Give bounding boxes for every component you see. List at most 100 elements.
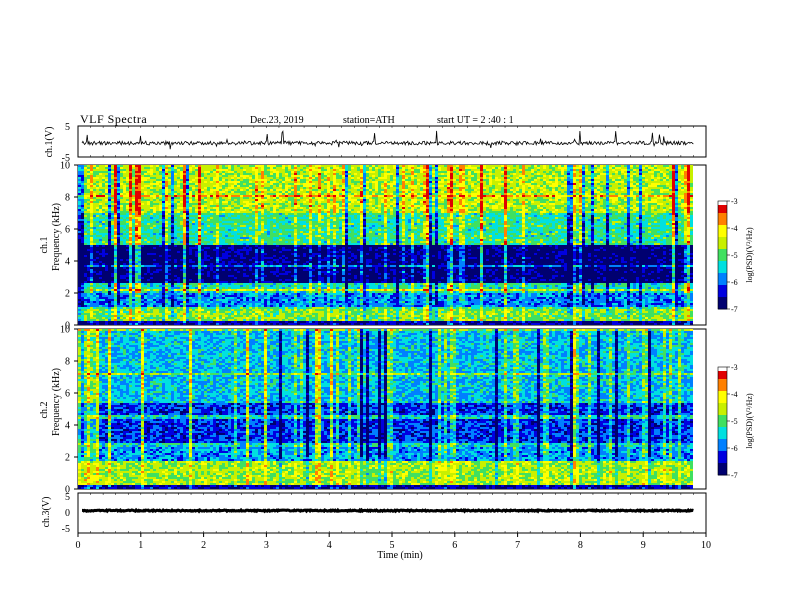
- spectrogram-cell: [363, 181, 366, 183]
- spectrogram-cell: [675, 171, 678, 173]
- spectrogram-cell: [102, 171, 105, 173]
- spectrogram-cell: [543, 167, 546, 169]
- spectrogram-cell: [270, 189, 273, 191]
- spectrogram-cell: [579, 175, 582, 177]
- spectrogram-cell: [108, 183, 111, 185]
- spectrogram-cell: [240, 165, 243, 167]
- spectrogram-cell: [504, 187, 507, 189]
- spectrogram-cell: [378, 175, 381, 177]
- spectrogram-cell: [690, 171, 693, 173]
- spectrogram-cell: [309, 189, 312, 191]
- spectrogram-cell: [213, 189, 216, 191]
- spectrogram-cell: [642, 175, 645, 177]
- spectrogram-cell: [447, 167, 450, 169]
- spectrogram-cell: [651, 187, 654, 189]
- spectrogram-cell: [669, 173, 672, 175]
- spectrogram-cell: [120, 183, 123, 185]
- spectrogram-cell: [243, 185, 246, 187]
- spectrogram-cell: [573, 189, 576, 191]
- spectrogram-cell: [516, 167, 519, 169]
- spectrogram-cell: [81, 171, 84, 173]
- spectrogram-cell: [234, 189, 237, 191]
- spectrogram-cell: [483, 171, 486, 173]
- spectrogram-cell: [471, 171, 474, 173]
- spectrogram-cell: [426, 175, 429, 177]
- spectrogram-cell: [264, 187, 267, 189]
- spectrogram-cell: [396, 171, 399, 173]
- spectrogram-cell: [441, 173, 444, 175]
- spectrogram-cell: [462, 183, 465, 185]
- spectrogram-cell: [102, 189, 105, 191]
- spectrogram-cell: [477, 189, 480, 191]
- spectrogram-cell: [246, 171, 249, 173]
- spectrogram-cell: [480, 173, 483, 175]
- spectrogram-cell: [387, 167, 390, 169]
- spectrogram-cell: [324, 189, 327, 191]
- spectrogram-cell: [456, 183, 459, 185]
- spectrogram-cell: [435, 173, 438, 175]
- spectrogram-cell: [303, 177, 306, 179]
- spectrogram-cell: [393, 185, 396, 187]
- spectrogram-cell: [456, 165, 459, 167]
- spectrogram-cell: [360, 187, 363, 189]
- spectrogram-cell: [363, 167, 366, 169]
- spectrogram-cell: [285, 181, 288, 183]
- spectrogram-cell: [507, 185, 510, 187]
- spectrogram-cell: [537, 173, 540, 175]
- spectrogram-cell: [669, 187, 672, 189]
- spectrogram-cell: [531, 173, 534, 175]
- spectrogram-cell: [96, 189, 99, 191]
- spectrogram-cell: [663, 183, 666, 185]
- ch1-ylabel: ch.1(V): [44, 127, 55, 158]
- spectrogram-cell: [375, 169, 378, 171]
- spectrogram-cell: [114, 183, 117, 185]
- spectrogram-cell: [306, 183, 309, 185]
- spectrogram-cell: [528, 169, 531, 171]
- spectrogram-cell: [183, 175, 186, 177]
- spectrogram-cell: [585, 181, 588, 183]
- spectrogram-cell: [261, 189, 264, 191]
- spectrogram-cell: [654, 175, 657, 177]
- spectrogram-cell: [675, 165, 678, 167]
- spectrogram-cell: [561, 175, 564, 177]
- spectrogram-cell: [105, 187, 108, 189]
- spectrogram-cell: [135, 165, 138, 167]
- spectrogram-cell: [108, 169, 111, 171]
- spectrogram-cell: [669, 167, 672, 169]
- spectrogram-cell: [183, 185, 186, 187]
- spectrogram-cell: [270, 177, 273, 179]
- spectrogram-cell: [144, 187, 147, 189]
- spectrogram-cell: [510, 179, 513, 181]
- spectrogram-cell: [429, 177, 432, 179]
- spectrogram-cell: [222, 189, 225, 191]
- spectrogram-cell: [138, 167, 141, 169]
- spectrogram-cell: [468, 179, 471, 181]
- spectrogram-cell: [327, 179, 330, 181]
- spectrogram-cell: [510, 169, 513, 171]
- spectrogram-cell: [117, 167, 120, 169]
- spectrogram-cell: [552, 181, 555, 183]
- spectrogram-cell: [606, 181, 609, 183]
- spectrogram-cell: [558, 187, 561, 189]
- spectrogram-cell: [96, 173, 99, 175]
- spectrogram-cell: [225, 165, 228, 167]
- spectrogram-cell: [681, 171, 684, 173]
- spectrogram-cell: [357, 175, 360, 177]
- spectrogram-cell: [531, 183, 534, 185]
- spectrogram-cell: [186, 179, 189, 181]
- spectrogram-cell: [600, 181, 603, 183]
- spectrogram-cell: [492, 173, 495, 175]
- spectrogram-cell: [669, 165, 672, 167]
- spectrogram-cell: [243, 189, 246, 191]
- spectrogram-cell: [525, 171, 528, 173]
- spectrogram-cell: [219, 167, 222, 169]
- spectrogram-cell: [342, 167, 345, 169]
- spectrogram-cell: [666, 181, 669, 183]
- spectrogram-cell: [555, 183, 558, 185]
- spectrogram-cell: [516, 185, 519, 187]
- spectrogram-cell: [135, 167, 138, 169]
- spectrogram-cell: [450, 169, 453, 171]
- spectrogram-cell: [117, 183, 120, 185]
- spectrogram-cell: [285, 179, 288, 181]
- spectrogram-cell: [288, 179, 291, 181]
